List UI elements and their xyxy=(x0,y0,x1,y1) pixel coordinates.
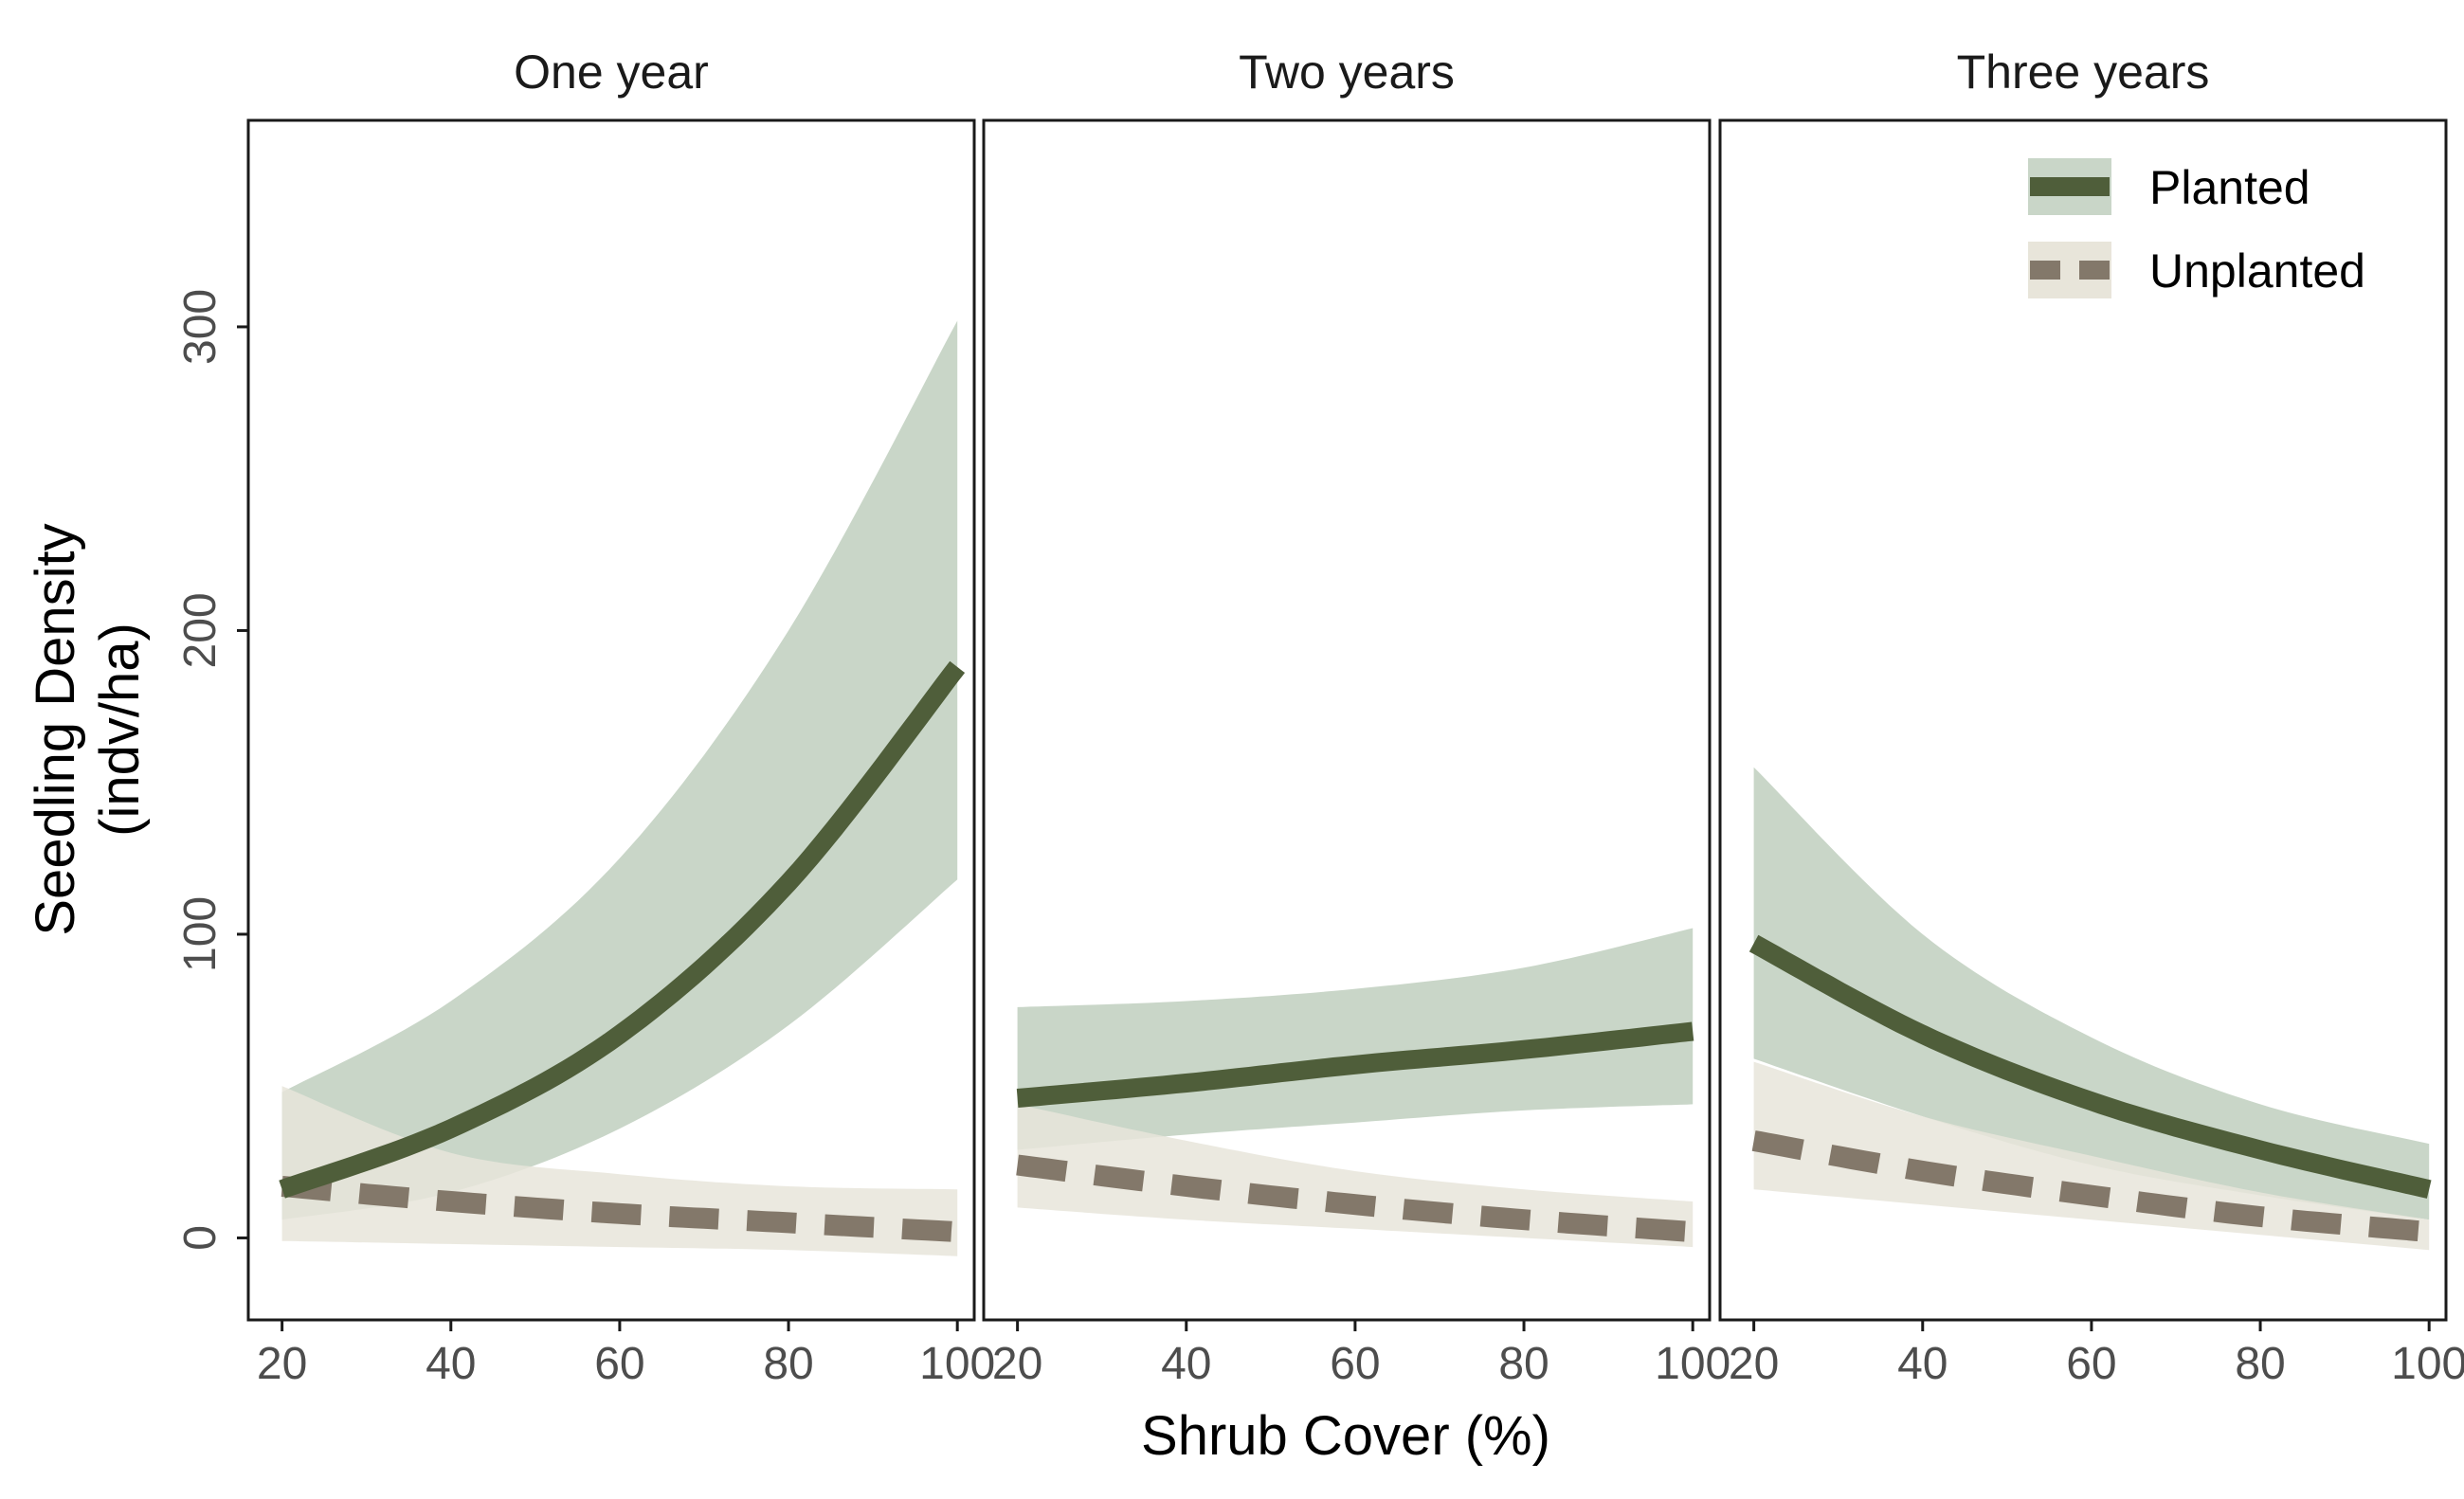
x-tick-label: 100 xyxy=(1655,1339,1730,1389)
legend-label: Unplanted xyxy=(2149,244,2365,298)
x-tick-label: 80 xyxy=(1498,1339,1549,1389)
x-tick-label: 20 xyxy=(992,1339,1042,1389)
x-tick-label: 60 xyxy=(594,1339,644,1389)
panels-layer: One year 20 40 60 80 100 0 100 200 300 Two years 20… xyxy=(175,45,2464,1389)
confidence-band-planted xyxy=(1753,767,2430,1220)
series-line-planted xyxy=(279,660,966,1199)
panel-1: One year 20 40 60 80 100 0 100 200 300 xyxy=(175,45,995,1389)
axis-titles: Shrub Cover (%) Seedling Density (indv/h… xyxy=(25,523,1550,1467)
facet-title: Two years xyxy=(1239,45,1455,99)
x-axis-title: Shrub Cover (%) xyxy=(1141,1405,1550,1467)
x-tick-label: 60 xyxy=(2066,1339,2116,1389)
legend: Planted Unplanted xyxy=(2028,158,2365,298)
y-axis-title-line1: Seedling Density xyxy=(25,523,86,935)
panel-frame xyxy=(982,118,1712,1322)
series-line-unplanted xyxy=(1016,1154,1694,1243)
y-tick-label: 300 xyxy=(175,289,226,365)
legend-item-planted: Planted xyxy=(2028,158,2310,215)
panel-3: Three years 20 40 60 80 100 xyxy=(1718,45,2464,1389)
y-axis-title-line2: (indv/ha) xyxy=(89,623,151,837)
x-tick-label: 100 xyxy=(2391,1339,2464,1389)
panel-plot-area xyxy=(279,320,966,1256)
panel-plot-area xyxy=(1748,767,2432,1251)
x-tick-label: 80 xyxy=(763,1339,813,1389)
legend-item-unplanted: Unplanted xyxy=(2028,242,2365,298)
panel-plot-area xyxy=(1016,928,1694,1248)
x-tick-label: 20 xyxy=(257,1339,307,1389)
panel-frame xyxy=(1718,118,2448,1322)
facet-title: One year xyxy=(514,45,709,99)
x-tick-label: 40 xyxy=(1161,1339,1211,1389)
confidence-band-planted xyxy=(281,320,958,1220)
y-tick-label: 0 xyxy=(175,1225,226,1251)
confidence-band-unplanted xyxy=(1753,1061,2430,1251)
x-tick-label: 100 xyxy=(919,1339,995,1389)
x-tick-label: 20 xyxy=(1729,1339,1779,1389)
legend-label: Planted xyxy=(2149,161,2310,214)
y-tick-label: 200 xyxy=(175,592,226,668)
series-line-unplanted xyxy=(1751,1130,2431,1243)
facet-title: Three years xyxy=(1957,45,2210,99)
confidence-band-planted xyxy=(1017,928,1694,1150)
x-tick-label: 40 xyxy=(1897,1339,1948,1389)
panel-frame xyxy=(246,118,976,1322)
series-line-planted xyxy=(1016,1021,1694,1108)
series-line-planted xyxy=(1748,934,2432,1199)
series-line-unplanted xyxy=(281,1176,958,1243)
panel-2: Two years 20 40 60 80 100 xyxy=(982,45,1730,1389)
x-tick-label: 40 xyxy=(426,1339,476,1389)
x-tick-label: 80 xyxy=(2235,1339,2285,1389)
x-tick-label: 60 xyxy=(1330,1339,1380,1389)
y-tick-label: 100 xyxy=(175,896,226,972)
